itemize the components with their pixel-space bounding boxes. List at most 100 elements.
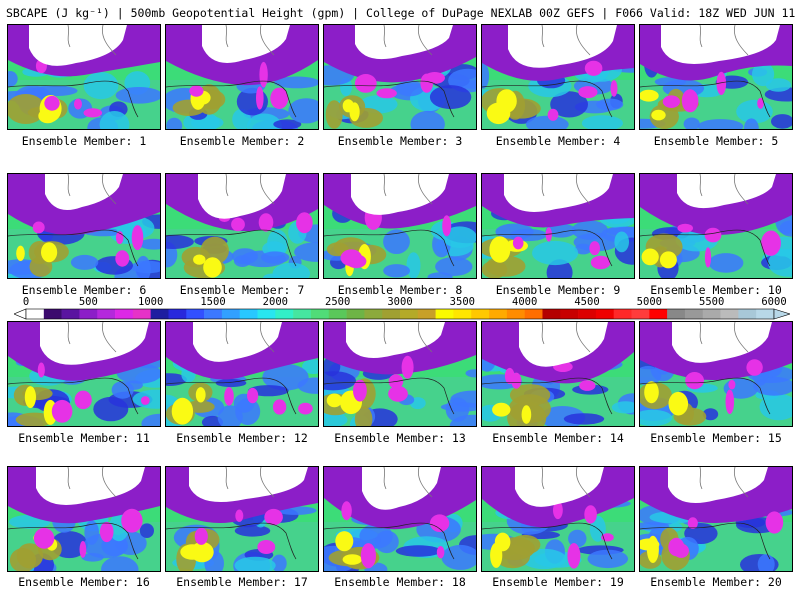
- ensemble-member-label: Ensemble Member: 16: [18, 575, 150, 589]
- cape-blob-magenta: [545, 227, 552, 242]
- land-low-cape: [40, 322, 149, 365]
- cape-blob-magenta: [44, 95, 60, 111]
- colorbar-tick-label: 500: [78, 296, 98, 308]
- sbcape-map: [166, 322, 318, 426]
- ensemble-member-label: Ensemble Member: 12: [176, 431, 308, 445]
- cape-blob-magenta: [194, 527, 208, 545]
- colorbar-swatch: [61, 309, 80, 319]
- cape-blob-blue: [395, 80, 425, 97]
- cape-blob-magenta: [376, 88, 397, 99]
- cape-blob-magenta: [79, 541, 87, 558]
- land-low-cape: [661, 25, 780, 64]
- ensemble-member-panel: [481, 24, 635, 130]
- ensemble-member-panel: [7, 321, 161, 427]
- colorbar-swatch: [578, 309, 597, 319]
- cape-blob-blue: [234, 525, 271, 537]
- coastline: [8, 80, 139, 118]
- cape-blob-blue: [465, 369, 476, 378]
- ensemble-member-panel: [323, 24, 477, 130]
- colorbar-swatch: [97, 309, 116, 319]
- cape-blob-blue: [359, 523, 393, 549]
- cape-blob-yellow: [641, 248, 659, 266]
- ensemble-member-label: Ensemble Member: 18: [334, 575, 466, 589]
- colorbar-swatch: [150, 309, 169, 319]
- cape-blob-magenta: [567, 543, 581, 569]
- cape-blob-blue: [302, 359, 318, 374]
- cape-blob-magenta: [436, 546, 445, 559]
- cape-blob-blue: [752, 62, 775, 87]
- cape-blob-blue: [274, 76, 318, 89]
- ensemble-member-panel: [481, 321, 635, 427]
- cape-blob-yellow: [489, 236, 511, 263]
- land-low-cape: [346, 322, 445, 359]
- cape-blob-magenta: [270, 87, 289, 109]
- cape-blob-blue: [563, 413, 605, 425]
- coastline: [640, 80, 771, 118]
- colorbar-tick-label: 4500: [574, 296, 600, 308]
- colorbar-swatch: [435, 309, 454, 319]
- coastline: [324, 377, 455, 415]
- colorbar-swatch: [79, 309, 98, 319]
- cape-blob-blue: [261, 251, 290, 264]
- colorbar-gradient: [14, 308, 790, 320]
- cape-blob-magenta: [99, 521, 114, 543]
- page-title: SBCAPE (J kg⁻¹) | 500mb Geopotential Hei…: [6, 6, 796, 20]
- cape-blob-yellow: [496, 89, 517, 113]
- sbcape-map: [482, 467, 634, 571]
- cape-blob-magenta: [131, 225, 144, 251]
- state-border: [383, 174, 433, 205]
- cape-blob-blue: [736, 99, 773, 124]
- cape-blob-blue: [383, 264, 410, 278]
- cape-blob-blue: [84, 520, 99, 545]
- colorbar-tick-label: 3500: [449, 296, 475, 308]
- ensemble-member-panel: [165, 24, 319, 130]
- colorbar-swatch: [542, 309, 561, 319]
- coastline: [166, 229, 297, 267]
- cape-blob-magenta: [264, 508, 283, 526]
- sbcape-map: [324, 322, 476, 426]
- colorbar-swatch: [453, 309, 472, 319]
- state-border: [383, 467, 433, 498]
- colorbar-swatch: [310, 309, 330, 319]
- cape-blob-magenta: [716, 71, 727, 95]
- ensemble-member-label: Ensemble Member: 11: [18, 431, 150, 445]
- cape-blob-blue: [587, 549, 629, 569]
- ensemble-member-label: Ensemble Member: 15: [650, 431, 782, 445]
- ensemble-member-label: Ensemble Member: 14: [492, 431, 624, 445]
- ensemble-member-label: Ensemble Member: 2: [179, 134, 305, 148]
- cape-blob-magenta: [346, 254, 367, 269]
- ensemble-member-panel: [481, 173, 635, 279]
- ensemble-member-panel: [323, 321, 477, 427]
- colorbar-swatch: [667, 309, 686, 319]
- land-low-cape: [519, 322, 608, 367]
- cape-blob-magenta: [258, 213, 274, 232]
- cape-blob-blue: [234, 556, 276, 571]
- cape-blob-magenta: [360, 543, 376, 569]
- cape-blob-blue: [708, 253, 744, 273]
- cape-blob-magenta: [578, 86, 598, 99]
- cape-blob-magenta: [298, 402, 313, 415]
- cape-blob-magenta: [341, 501, 352, 521]
- colorbar-swatch: [489, 309, 508, 319]
- colorbar-swatch: [400, 309, 419, 319]
- colorbar-tick-label: 2500: [325, 296, 351, 308]
- state-border: [541, 174, 591, 205]
- state-border: [541, 25, 591, 56]
- cape-blob-magenta: [388, 385, 408, 402]
- cape-blob-blue: [410, 110, 445, 129]
- cape-blob-blue: [574, 243, 592, 255]
- cape-blob-blue: [753, 376, 792, 396]
- cape-blob-blue: [246, 113, 282, 129]
- colorbar-swatch: [756, 309, 775, 319]
- cape-blob-olive: [9, 548, 37, 571]
- cape-blob-blue: [581, 115, 623, 129]
- colorbar-swatch: [293, 309, 312, 319]
- colorbar-swatch: [275, 309, 294, 319]
- colorbar-swatch: [132, 309, 151, 319]
- colorbar-tick-label: 4000: [512, 296, 538, 308]
- land-low-cape: [504, 174, 613, 212]
- colorbar-swatch: [26, 309, 45, 319]
- ensemble-member-label: Ensemble Member: 9: [495, 283, 621, 297]
- coastline: [166, 80, 297, 118]
- state-border: [67, 467, 117, 498]
